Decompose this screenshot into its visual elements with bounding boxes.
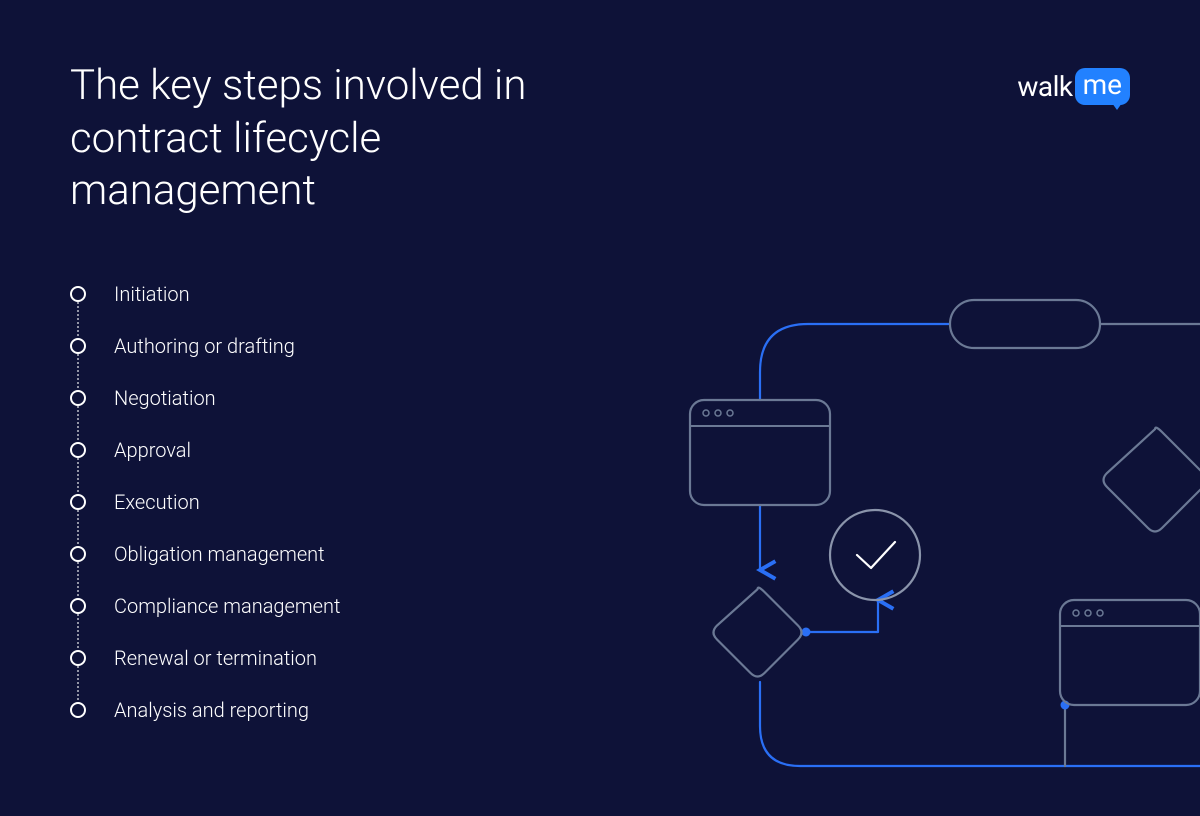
step-label: Negotiation <box>114 386 216 410</box>
step-circle-icon <box>70 650 86 666</box>
step-label: Analysis and reporting <box>114 698 309 722</box>
flow-edge <box>760 324 950 400</box>
flow-edge <box>760 682 1200 766</box>
step-label: Compliance management <box>114 594 340 618</box>
window-node <box>1060 600 1200 705</box>
circle-check-node <box>830 510 920 600</box>
walkme-logo: walk me <box>1017 68 1130 105</box>
flow-edge <box>806 600 878 632</box>
step-connector <box>77 510 79 544</box>
step-label: Renewal or termination <box>114 646 317 670</box>
step-circle-icon <box>70 338 86 354</box>
step-connector <box>77 614 79 648</box>
step-circle-icon <box>70 390 86 406</box>
step-connector <box>77 562 79 596</box>
step-connector <box>77 666 79 700</box>
flowchart-diagram <box>580 260 1200 816</box>
step-circle-icon <box>70 494 86 510</box>
step-circle-icon <box>70 702 86 718</box>
page-title: The key steps involved in contract lifec… <box>70 60 610 218</box>
step-connector <box>77 406 79 440</box>
step-connector <box>77 302 79 336</box>
logo-walk-text: walk <box>1017 70 1072 103</box>
step-label: Approval <box>114 438 191 462</box>
step-label: Execution <box>114 490 200 514</box>
window-node <box>690 400 830 505</box>
step-label: Obligation management <box>114 542 325 566</box>
step-circle-icon <box>70 442 86 458</box>
logo-me-text: me <box>1075 68 1130 105</box>
capsule-node <box>950 300 1100 348</box>
step-label: Authoring or drafting <box>114 334 295 358</box>
step-circle-icon <box>70 546 86 562</box>
step-label: Initiation <box>114 282 190 306</box>
step-connector <box>77 458 79 492</box>
step-circle-icon <box>70 598 86 614</box>
flow-node-dot <box>802 628 811 637</box>
step-connector <box>77 354 79 388</box>
diamond-node <box>1104 428 1200 532</box>
step-circle-icon <box>70 286 86 302</box>
diamond-node <box>714 588 802 677</box>
